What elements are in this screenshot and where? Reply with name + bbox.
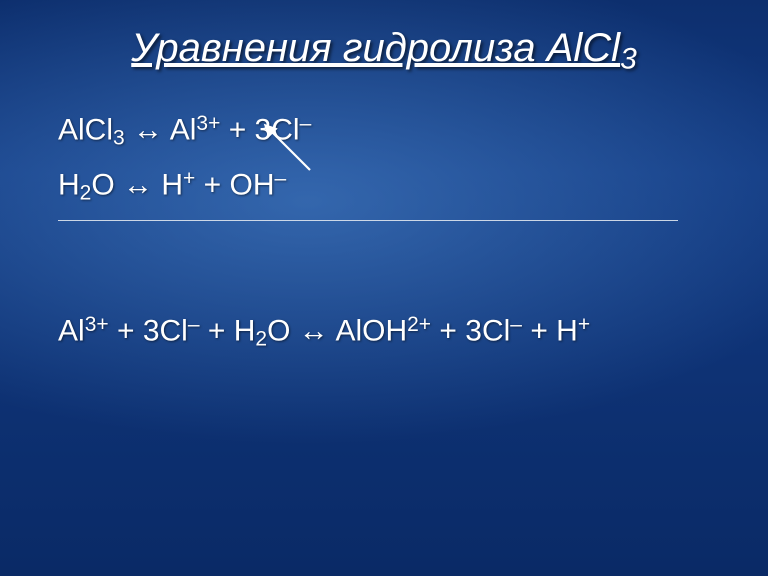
slide: Уравнения гидролиза AlCl3 AlCl3 ↔ Al3+ +… — [0, 0, 768, 576]
equation-line-3: Al3+ + 3Cl– + H2O ↔ AlOH2+ + 3Cl– + H+ — [58, 305, 728, 360]
equation-line-2: H2O ↔ H+ + OH– — [58, 159, 728, 214]
title-sub: 3 — [620, 43, 637, 76]
equation-line-1: AlCl3 ↔ Al3+ + 3Cl– — [58, 104, 728, 159]
slide-body: AlCl3 ↔ Al3+ + 3Cl– H2O ↔ H+ + OH– Al3+ … — [58, 104, 728, 360]
slide-title: Уравнения гидролиза AlCl3 — [0, 26, 768, 77]
title-text: Уравнения гидролиза AlCl — [131, 26, 620, 70]
horizontal-rule — [58, 220, 678, 221]
